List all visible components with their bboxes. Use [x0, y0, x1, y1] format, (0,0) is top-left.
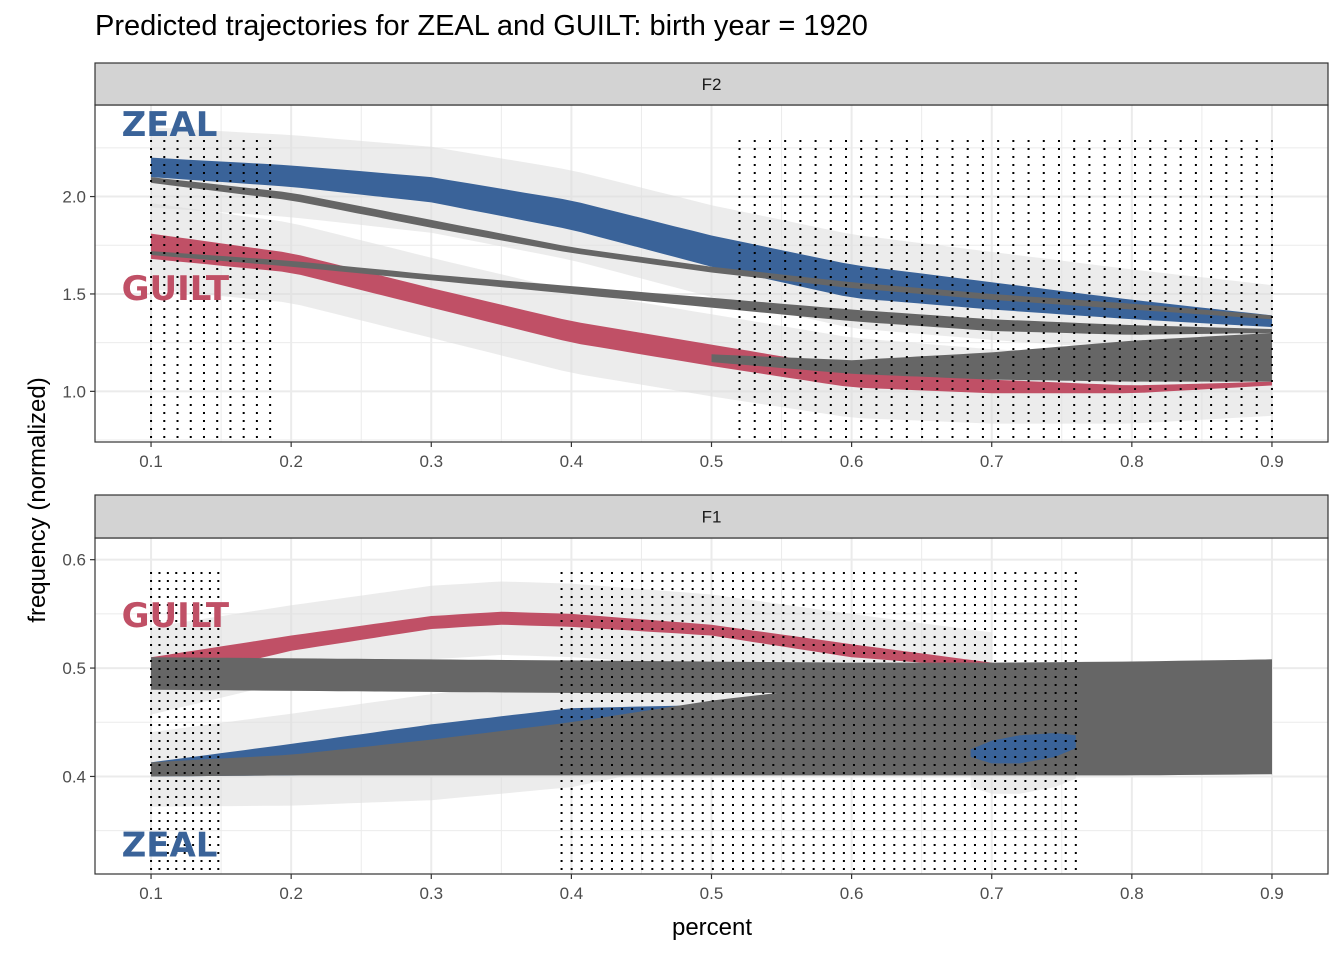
- confidence-ribbon: [151, 581, 992, 715]
- x-tick-label: 0.8: [1120, 884, 1144, 903]
- word-label-guilt: GUILT: [122, 269, 230, 309]
- y-tick-label: 0.4: [62, 767, 86, 786]
- word-label-zeal: ZEAL: [122, 105, 218, 145]
- strip-background: [94, 62, 1329, 106]
- panel-f2: ZEAL GUILT F2 0.1 0.2 0.3 0.4 0.5 0.6 0.7 0.8 0.9 1.…: [62, 62, 1329, 471]
- x-tick-label: 0.3: [419, 452, 443, 471]
- y-tick-label: 1.5: [62, 285, 86, 304]
- x-tick-label: 0.2: [279, 452, 303, 471]
- y-tick-label: 0.5: [62, 659, 86, 678]
- x-tick-label: 0.6: [840, 884, 864, 903]
- x-tick-label: 0.3: [419, 884, 443, 903]
- x-tick-label: 0.7: [980, 884, 1004, 903]
- x-tick-label: 0.5: [700, 452, 724, 471]
- x-tick-label: 0.1: [139, 884, 163, 903]
- x-tick-label: 0.1: [139, 452, 163, 471]
- x-tick-label: 0.6: [840, 452, 864, 471]
- x-tick-label: 0.9: [1260, 884, 1284, 903]
- strip-background: [94, 494, 1329, 539]
- x-tick-label: 0.9: [1260, 452, 1284, 471]
- y-tick-label: 2.0: [62, 188, 86, 207]
- x-tick-label: 0.5: [700, 884, 724, 903]
- chart-title: Predicted trajectories for ZEAL and GUIL…: [95, 10, 868, 42]
- x-tick-label: 0.4: [560, 884, 584, 903]
- y-tick-label: 1.0: [62, 382, 86, 401]
- x-axis-label: percent: [671, 914, 753, 941]
- word-label-zeal: ZEAL: [122, 826, 218, 866]
- series-band-guilt: [151, 611, 992, 685]
- data-layer: GUILT ZEAL: [122, 568, 1272, 870]
- data-layer: ZEAL GUILT: [122, 105, 1273, 438]
- x-tick-label: 0.8: [1120, 452, 1144, 471]
- word-label-guilt: GUILT: [122, 596, 230, 636]
- x-tick-label: 0.4: [560, 452, 584, 471]
- x-tick-label: 0.7: [980, 452, 1004, 471]
- series-band-overlap: [151, 177, 1272, 320]
- y-tick-label: 0.6: [62, 551, 86, 570]
- x-tick-label: 0.2: [279, 884, 303, 903]
- series-band-overlap: [151, 251, 1272, 335]
- panel-f1: GUILT ZEAL F1 0.1 0.2 0.3 0.4 0.5 0.6 0.7 0.8 0.9 0.…: [62, 494, 1329, 903]
- series-band-overlap: [711, 332, 1272, 382]
- series-band-zeal: [151, 157, 1272, 328]
- series-band-zeal: [970, 733, 1076, 764]
- strip-label: F1: [702, 508, 722, 527]
- strip-label: F2: [702, 75, 722, 94]
